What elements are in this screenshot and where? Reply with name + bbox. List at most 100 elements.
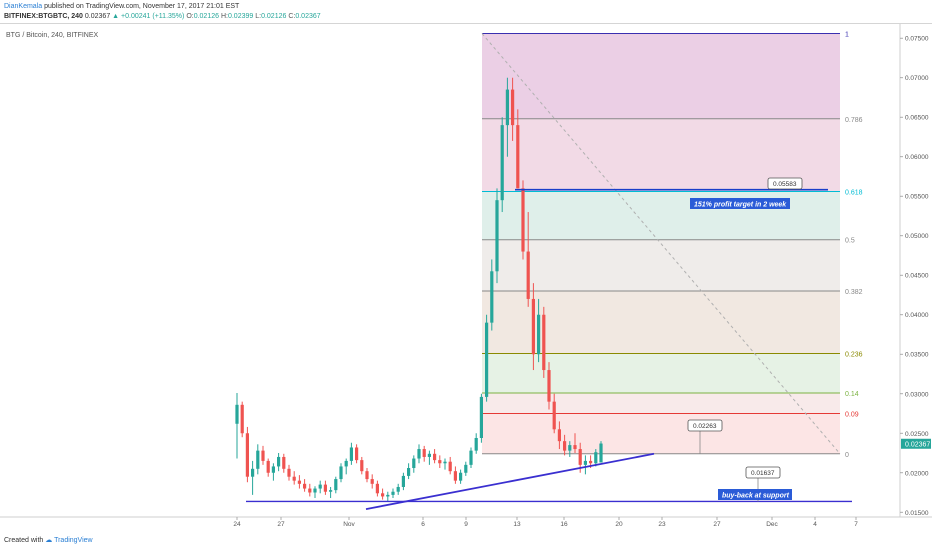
candle-body bbox=[355, 447, 359, 461]
candle-body bbox=[583, 460, 587, 465]
candle-body bbox=[297, 480, 301, 484]
candle-body bbox=[251, 468, 255, 477]
publish-line: DianKemala published on TradingView.com,… bbox=[4, 3, 239, 10]
y-tick-label: 0.03500 bbox=[905, 352, 929, 359]
price-callout-label: 0.01637 bbox=[751, 470, 775, 477]
y-tick-label: 0.02000 bbox=[905, 470, 929, 477]
candle-body bbox=[365, 471, 369, 480]
fib-zone bbox=[482, 33, 840, 119]
candle-body bbox=[599, 443, 603, 463]
symbol-label: BITFINEX:BTGBTC, 240 bbox=[4, 13, 83, 20]
candle-body bbox=[563, 441, 567, 451]
x-tick-label: 20 bbox=[615, 521, 623, 528]
candle-body bbox=[386, 494, 390, 497]
candle-body bbox=[334, 479, 338, 491]
x-tick-label: Dec bbox=[766, 521, 778, 528]
candle-body bbox=[589, 460, 593, 464]
chart-frame[interactable] bbox=[0, 23, 932, 532]
candle-body bbox=[287, 468, 291, 477]
candle-body bbox=[313, 488, 317, 493]
x-tick-label: 7 bbox=[854, 521, 858, 528]
candle-body bbox=[578, 449, 582, 465]
candle-body bbox=[568, 445, 572, 451]
candle-body bbox=[531, 298, 535, 355]
candle-body bbox=[433, 453, 437, 461]
y-tick-label: 0.01500 bbox=[905, 510, 929, 517]
candle-body bbox=[277, 456, 281, 467]
footer: Created with ☁ TradingView bbox=[4, 536, 93, 544]
profit-target-label: 151% profit target in 2 week bbox=[694, 202, 787, 209]
candle-body bbox=[443, 461, 447, 464]
x-tick-label: 6 bbox=[421, 521, 425, 528]
candle-body bbox=[495, 200, 499, 272]
last-price-tag: 0.02367 bbox=[901, 438, 931, 449]
candle-body bbox=[516, 125, 520, 189]
fib-trend-line bbox=[481, 33, 841, 455]
candle-body bbox=[485, 322, 489, 397]
open-value: 0.02126 bbox=[193, 13, 220, 20]
fib-zone bbox=[482, 392, 840, 414]
candle-body bbox=[381, 493, 385, 497]
y-tick-label: 0.02500 bbox=[905, 431, 929, 438]
y-tick-label: 0.07000 bbox=[905, 75, 929, 82]
fib-level-label: 0.786 bbox=[845, 117, 863, 124]
candle-body bbox=[490, 271, 494, 323]
price-callout-box bbox=[767, 177, 803, 190]
candle-body bbox=[391, 491, 395, 495]
candle-body bbox=[323, 484, 327, 492]
x-tick-label: 16 bbox=[560, 521, 568, 528]
author-link[interactable]: DianKemala bbox=[4, 3, 43, 10]
buyback-label-bg bbox=[718, 489, 792, 500]
candle-body bbox=[474, 437, 478, 451]
y-tick-label: 0.06500 bbox=[905, 115, 929, 122]
buyback-label: buy-back at support bbox=[722, 493, 790, 500]
candle-body bbox=[292, 476, 296, 481]
candle-body bbox=[511, 89, 515, 126]
candle-body bbox=[303, 483, 307, 489]
candle-body bbox=[308, 488, 312, 493]
high-value: 0.02399 bbox=[227, 13, 254, 20]
last-price: 0.02367 bbox=[84, 13, 111, 20]
x-tick-label: 13 bbox=[513, 521, 521, 528]
low-value: 0.02126 bbox=[261, 13, 287, 20]
fib-zone bbox=[482, 291, 840, 354]
y-tick-label: 0.06000 bbox=[905, 154, 929, 161]
candle-body bbox=[339, 466, 343, 480]
candle-body bbox=[261, 450, 265, 461]
publish-info: published on TradingView.com, November 1… bbox=[44, 3, 240, 10]
created-with-label: Created with bbox=[4, 537, 44, 544]
candle-body bbox=[256, 450, 260, 469]
x-tick-label: 4 bbox=[813, 521, 817, 528]
candle-body bbox=[417, 449, 421, 459]
tradingview-link[interactable]: TradingView bbox=[54, 537, 93, 544]
profit-target-label-bg bbox=[690, 198, 790, 209]
candle-body bbox=[594, 452, 598, 464]
candle-body bbox=[235, 404, 239, 424]
candle-body bbox=[245, 433, 249, 477]
candle-body bbox=[360, 460, 364, 472]
y-tick-label: 0.07500 bbox=[905, 36, 929, 43]
candle-body bbox=[479, 396, 483, 438]
candle-body bbox=[396, 486, 400, 492]
open-label: O: bbox=[186, 13, 194, 20]
candle-body bbox=[464, 464, 468, 473]
candle-body bbox=[240, 404, 244, 434]
fib-level-label: 0.14 bbox=[845, 391, 859, 398]
y-tick-label: 0.04500 bbox=[905, 273, 929, 280]
candle-body bbox=[526, 251, 530, 299]
candle-body bbox=[422, 449, 426, 457]
high-label: H: bbox=[220, 13, 228, 20]
candle-body bbox=[427, 453, 431, 457]
chart-title: BTG / Bitcoin, 240, BITFINEX bbox=[6, 32, 99, 39]
candle-body bbox=[412, 458, 416, 469]
candle-body bbox=[500, 125, 504, 201]
candle-body bbox=[505, 89, 509, 126]
price-change: ▲ +0.00241 (+11.35%) bbox=[112, 13, 185, 20]
y-tick-label: 0.03000 bbox=[905, 391, 929, 398]
price-callout-label: 0.05583 bbox=[773, 181, 797, 188]
fib-zone bbox=[482, 413, 840, 454]
fib-level-label: 1 bbox=[845, 31, 849, 38]
candle-body bbox=[282, 456, 286, 469]
candle-body bbox=[349, 447, 353, 461]
